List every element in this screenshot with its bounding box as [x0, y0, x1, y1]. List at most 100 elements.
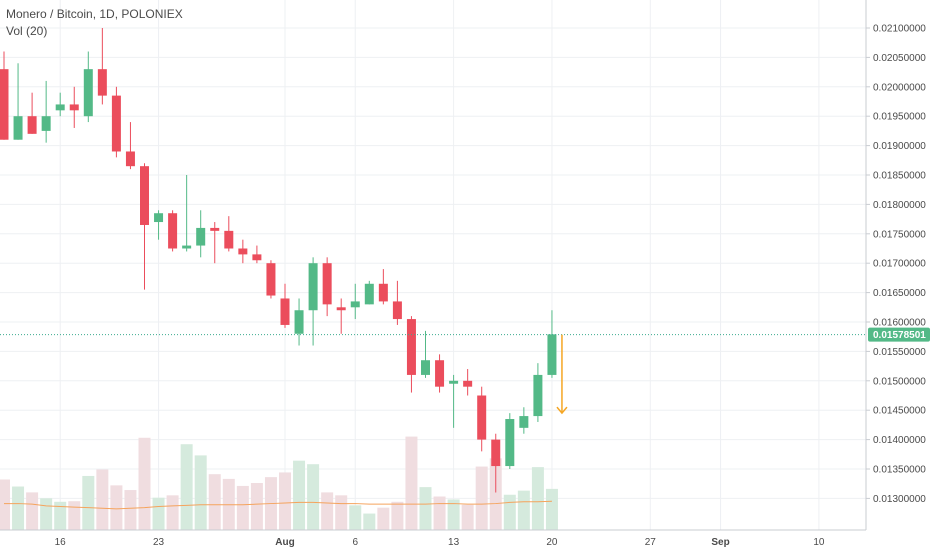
- candle-body: [533, 374, 543, 417]
- volume-bar: [363, 513, 376, 530]
- candle-body: [364, 283, 374, 305]
- candle[interactable]: [238, 239, 248, 264]
- candle-body: [55, 104, 65, 111]
- y-tick-label: 0.01700000: [873, 259, 926, 270]
- candle[interactable]: [322, 257, 332, 317]
- candle[interactable]: [111, 86, 121, 158]
- volume-bar: [531, 467, 544, 530]
- candle-body: [406, 319, 416, 375]
- candle-body: [111, 95, 121, 152]
- candle-body: [196, 227, 206, 246]
- y-tick-label: 0.01500000: [873, 376, 926, 387]
- candle[interactable]: [547, 310, 557, 378]
- x-tick-label: 13: [448, 537, 460, 548]
- volume-bar: [208, 474, 221, 530]
- candle-body: [140, 166, 149, 225]
- volume-bar: [475, 466, 488, 530]
- candle[interactable]: [41, 80, 51, 143]
- x-tick-label: 16: [55, 537, 67, 548]
- volume-bar: [236, 485, 249, 530]
- candle[interactable]: [266, 260, 276, 299]
- volume-bar: [419, 487, 432, 530]
- volume-bar: [307, 464, 320, 530]
- volume-bar: [545, 488, 558, 530]
- y-tick-label: 0.01800000: [873, 200, 926, 211]
- candle[interactable]: [491, 433, 501, 493]
- volume-bar: [82, 475, 95, 530]
- candle-body: [308, 263, 318, 311]
- candle[interactable]: [55, 92, 65, 117]
- candle[interactable]: [336, 298, 346, 334]
- candle[interactable]: [308, 257, 318, 346]
- candle[interactable]: [224, 216, 234, 252]
- x-tick-label: 6: [352, 537, 358, 548]
- candle-body: [97, 69, 107, 96]
- candle[interactable]: [505, 413, 515, 469]
- candle[interactable]: [519, 407, 529, 434]
- y-tick-label: 0.01400000: [873, 435, 926, 446]
- y-tick-label: 0.02000000: [873, 82, 926, 93]
- candle[interactable]: [125, 122, 135, 170]
- candle[interactable]: [13, 63, 23, 140]
- volume-bar: [26, 492, 39, 530]
- volume-bar: [461, 504, 474, 530]
- candle[interactable]: [83, 51, 93, 123]
- candle[interactable]: [477, 386, 487, 452]
- volume-bar: [40, 498, 53, 530]
- candle[interactable]: [154, 210, 164, 240]
- volume-bar: [12, 486, 25, 530]
- candle[interactable]: [378, 269, 388, 305]
- x-tick-label: 10: [813, 537, 825, 548]
- candle[interactable]: [182, 175, 192, 252]
- candle-body: [41, 116, 51, 131]
- x-tick-label: 27: [645, 537, 657, 548]
- price-axis[interactable]: 0.02100000 0.02050000 0.02000000 0.01950000…: [866, 24, 926, 505]
- candle[interactable]: [392, 280, 402, 325]
- volume-bar: [279, 472, 291, 530]
- down-arrow-annotation: [556, 334, 568, 415]
- candle[interactable]: [27, 92, 37, 134]
- candle[interactable]: [463, 369, 473, 396]
- candle[interactable]: [97, 28, 107, 105]
- volume-bar: [293, 460, 306, 530]
- volume-bar: [110, 485, 123, 530]
- candle[interactable]: [140, 163, 149, 290]
- candle[interactable]: [421, 330, 430, 378]
- candle[interactable]: [294, 298, 304, 346]
- candle[interactable]: [449, 374, 459, 428]
- candle[interactable]: [0, 51, 9, 140]
- volume-bar: [180, 444, 193, 530]
- volume-bar: [138, 437, 151, 530]
- volume-indicator-label[interactable]: Vol (20): [6, 24, 48, 38]
- candle-body: [505, 419, 515, 467]
- candle[interactable]: [196, 210, 206, 258]
- candle-body: [519, 416, 529, 428]
- candle-body: [0, 69, 9, 140]
- candle[interactable]: [69, 86, 79, 128]
- candle[interactable]: [210, 222, 220, 264]
- last-price-tag-background: [868, 327, 930, 342]
- candle[interactable]: [364, 280, 374, 305]
- candle[interactable]: [168, 210, 178, 252]
- time-axis[interactable]: 16 23 Aug 6 13 20 27 Sep 10: [55, 537, 825, 548]
- volume-bar: [68, 501, 81, 530]
- candle-body: [547, 334, 557, 375]
- candle-body: [378, 283, 388, 302]
- candle[interactable]: [435, 354, 445, 393]
- volume-bar: [54, 501, 67, 530]
- y-tick-label: 0.01900000: [873, 141, 926, 152]
- candle-body: [421, 360, 430, 375]
- candle-body: [125, 151, 135, 167]
- candle-body: [13, 116, 23, 140]
- candle[interactable]: [252, 245, 262, 264]
- candle[interactable]: [280, 283, 290, 328]
- chart-grid: [0, 0, 866, 530]
- candle-body: [280, 298, 290, 325]
- candle[interactable]: [406, 316, 416, 393]
- candle[interactable]: [533, 363, 543, 422]
- x-tick-label: Aug: [275, 537, 294, 548]
- y-tick-label: 0.01650000: [873, 288, 926, 299]
- candle-body: [449, 380, 459, 384]
- candle[interactable]: [350, 283, 360, 320]
